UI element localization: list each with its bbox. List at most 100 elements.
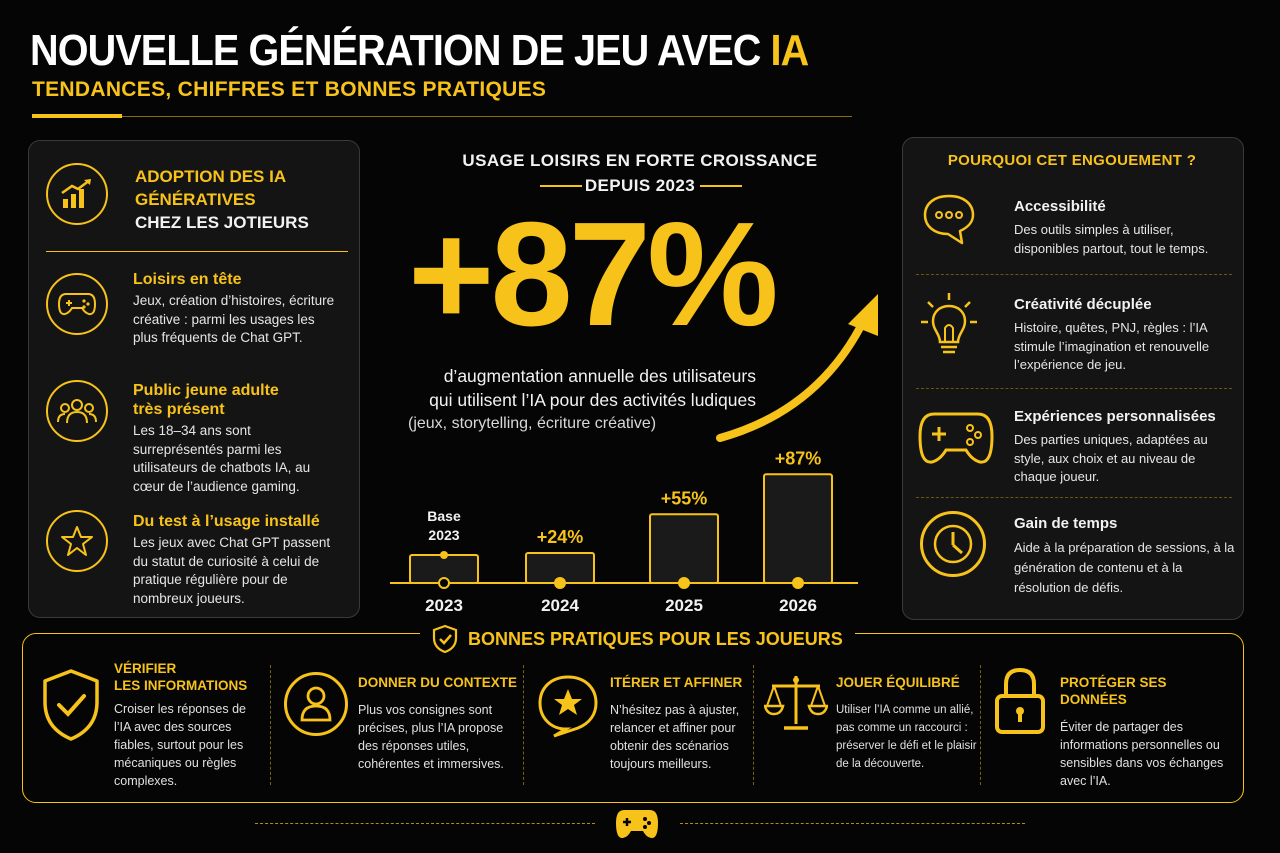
heading-rule-left bbox=[540, 185, 582, 187]
why-item-3-title: Expériences personnalisées bbox=[1014, 408, 1216, 425]
why-item-4-title: Gain de temps bbox=[1014, 515, 1118, 532]
best-practices-title: BONNES PRATIQUES POUR LES JOUEURS bbox=[468, 628, 843, 649]
why-divider-2 bbox=[916, 388, 1232, 389]
adoption-heading-line1: ADOPTION DES IA bbox=[135, 167, 287, 186]
adoption-heading-line2: GÉNÉRATIVES bbox=[135, 190, 256, 209]
left-item-3: Du test à l’usage installé Les jeux avec… bbox=[133, 512, 343, 608]
practice-item-4-title: JOUER ÉQUILIBRÉ bbox=[836, 675, 960, 690]
practice-item-1-text: Croiser les réponses de l’IA avec des so… bbox=[114, 702, 247, 788]
stat-description: d’augmentation annuelle des utilisateurs… bbox=[400, 364, 756, 436]
practice-item-5-text: Éviter de partager des informations pers… bbox=[1060, 720, 1224, 788]
scales-icon bbox=[763, 672, 829, 739]
practice-item-5: PROTÉGER SES DONNÉES Éviter de partager … bbox=[1060, 674, 1230, 804]
footer-rule-left bbox=[255, 823, 595, 824]
practice-divider-3 bbox=[753, 665, 754, 785]
practice-item-3-text: N’hésitez pas à ajuster, relancer et aff… bbox=[610, 703, 740, 771]
left-item-2: Public jeune adulte très présent Les 18–… bbox=[133, 381, 343, 496]
why-item-1-text: Des outils simples à utiliser, disponibl… bbox=[1014, 222, 1209, 256]
people-group-icon bbox=[46, 380, 108, 442]
practice-divider-1 bbox=[270, 665, 271, 785]
data-label-2023-line2: 2023 bbox=[428, 527, 459, 543]
adoption-heading: ADOPTION DES IA GÉNÉRATIVES CHEZ LES JOT… bbox=[135, 165, 309, 234]
page-title: NOUVELLE GÉNÉRATION DE JEU AVEC IA bbox=[30, 26, 810, 76]
adoption-heading-line3: CHEZ LES JOTIEURS bbox=[135, 213, 309, 232]
chat-bubble-icon bbox=[920, 190, 978, 248]
title-underline-accent bbox=[32, 114, 122, 118]
stat-desc-line2: qui utilisent l’IA pour des activités lu… bbox=[429, 390, 756, 410]
why-item-1-title: Accessibilité bbox=[1014, 198, 1106, 215]
why-heading: POURQUOI CET ENGOUEMENT ? bbox=[947, 152, 1197, 169]
title-main-text: NOUVELLE GÉNÉRATION DE JEU AVEC bbox=[30, 26, 771, 75]
bar-2026 bbox=[763, 473, 833, 584]
why-item-2-text: Histoire, quêtes, PNJ, règles : l’IA sti… bbox=[1014, 320, 1210, 372]
practice-item-1-title-line1: VÉRIFIER bbox=[114, 661, 177, 676]
shield-check-icon bbox=[40, 668, 102, 747]
title-accent-text: IA bbox=[770, 26, 810, 75]
star-icon bbox=[46, 510, 108, 572]
why-item-3-text: Des parties uniques, adaptées au style, … bbox=[1014, 432, 1208, 484]
user-icon bbox=[284, 672, 348, 736]
x-tick-2025: 2025 bbox=[665, 596, 703, 615]
practice-item-2-title: DONNER DU CONTEXTE bbox=[358, 675, 518, 690]
gamepad-icon bbox=[46, 273, 108, 335]
practice-item-4: JOUER ÉQUILIBRÉ Utiliser l’IA comme un a… bbox=[836, 674, 981, 804]
practice-item-1-title-line2: LES INFORMATIONS bbox=[114, 678, 248, 693]
why-item-2: Créativité décuplée Histoire, quêtes, PN… bbox=[1014, 296, 1236, 375]
footer-rule-right bbox=[680, 823, 1025, 824]
shield-check-icon bbox=[432, 624, 458, 654]
growth-bar-chart: 2023 Base 2023 2024 +24% 2025 +55% 2026 +87% bbox=[390, 448, 858, 615]
practice-divider-2 bbox=[523, 665, 524, 785]
practice-item-5-title: PROTÉGER SES DONNÉES bbox=[1060, 675, 1167, 707]
why-item-2-title: Créativité décuplée bbox=[1014, 296, 1152, 313]
data-label-2026: +87% bbox=[775, 448, 822, 468]
bar-marker-2023 bbox=[438, 577, 450, 589]
adoption-divider bbox=[46, 251, 348, 252]
bar-marker-2024 bbox=[554, 577, 566, 589]
page-subtitle: TENDANCES, CHIFFRES ET BONNES PRATIQUES bbox=[32, 78, 547, 101]
gamepad-icon bbox=[918, 410, 994, 466]
why-divider-1 bbox=[916, 274, 1232, 275]
x-tick-2024: 2024 bbox=[541, 596, 579, 615]
practice-item-1: VÉRIFIER LES INFORMATIONS Croiser les ré… bbox=[114, 660, 264, 790]
why-item-3: Expériences personnalisées Des parties u… bbox=[1014, 408, 1236, 487]
why-divider-3 bbox=[916, 497, 1232, 498]
practice-item-3: ITÉRER ET AFFINER N’hésitez pas à ajuste… bbox=[610, 674, 760, 804]
growth-chart-icon bbox=[46, 163, 108, 225]
best-practices-header: BONNES PRATIQUES POUR LES JOUEURS bbox=[420, 624, 855, 654]
data-label-2025: +55% bbox=[661, 488, 708, 508]
practice-item-2: DONNER DU CONTEXTE Plus vos consignes so… bbox=[358, 674, 518, 804]
big-stat: +87% bbox=[408, 192, 779, 357]
growth-heading-line1: USAGE LOISIRS EN FORTE CROISSANCE bbox=[462, 151, 818, 170]
data-label-2024: +24% bbox=[537, 527, 584, 547]
practice-divider-4 bbox=[980, 665, 981, 785]
gamepad-icon bbox=[614, 808, 660, 845]
growth-heading: USAGE LOISIRS EN FORTE CROISSANCE DEPUIS… bbox=[440, 148, 840, 198]
left-item-2-title: Public jeune adulte très présent bbox=[133, 382, 279, 418]
practice-item-2-text: Plus vos consignes sont précises, plus l… bbox=[358, 703, 504, 771]
left-item-1: Loisirs en tête Jeux, création d’histoir… bbox=[133, 270, 343, 348]
data-label-2023-line1: Base bbox=[427, 508, 461, 524]
why-item-4-text: Aide à la préparation de sessions, à la … bbox=[1014, 540, 1235, 595]
left-item-1-text: Jeux, création d’histoires, écriture cré… bbox=[133, 293, 335, 345]
practice-item-3-title: ITÉRER ET AFFINER bbox=[610, 675, 743, 690]
why-item-1: Accessibilité Des outils simples à utili… bbox=[1014, 198, 1236, 258]
stat-desc-line3: (jeux, storytelling, écriture créative) bbox=[408, 415, 657, 432]
left-item-2-text: Les 18–34 ans sont surreprésentés parmi … bbox=[133, 423, 311, 494]
growth-heading-line2: DEPUIS 2023 bbox=[584, 176, 696, 195]
title-underline bbox=[122, 116, 852, 117]
why-item-4: Gain de temps Aide à la préparation de s… bbox=[1014, 515, 1236, 598]
bar-marker-2025 bbox=[678, 577, 690, 589]
star-bubble-icon bbox=[536, 674, 600, 743]
bar-2025 bbox=[649, 513, 719, 584]
bar-top-marker-2023 bbox=[440, 551, 448, 559]
stat-desc-line1: d’augmentation annuelle des utilisateurs bbox=[443, 366, 756, 386]
practice-item-4-text: Utiliser l’IA comme un allié, pas comme … bbox=[836, 704, 977, 770]
x-tick-2026: 2026 bbox=[779, 596, 817, 615]
left-item-1-title: Loisirs en tête bbox=[133, 271, 242, 288]
growth-arrow-icon bbox=[716, 294, 878, 442]
left-item-3-title: Du test à l’usage installé bbox=[133, 513, 320, 530]
x-tick-2023: 2023 bbox=[425, 596, 463, 615]
lightbulb-icon bbox=[920, 292, 978, 362]
clock-icon bbox=[920, 511, 986, 577]
padlock-icon bbox=[994, 666, 1046, 741]
